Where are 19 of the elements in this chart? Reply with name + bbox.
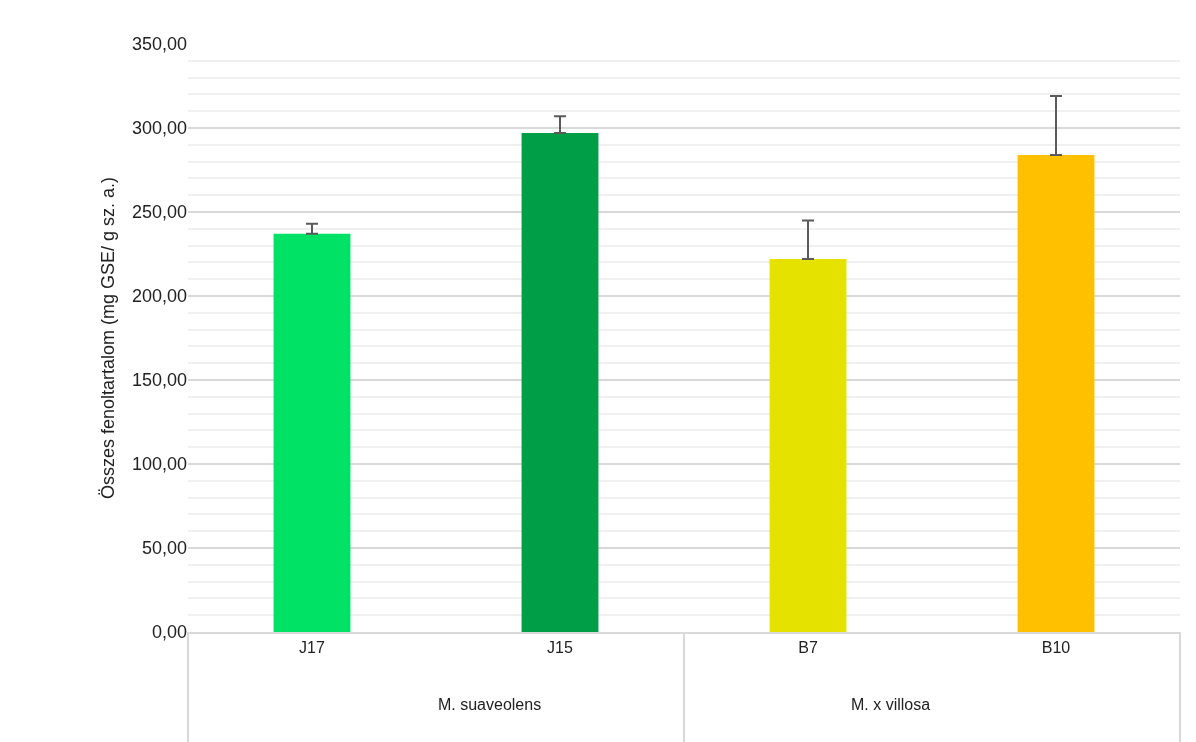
bar: [521, 133, 599, 632]
text: M. suaveolens: [438, 696, 542, 713]
x-tick-label: B10: [1041, 639, 1071, 657]
bar: [1017, 154, 1095, 632]
x-tick-label: B7: [798, 639, 818, 657]
bar: [769, 259, 847, 632]
y-tick-label: 150,00: [131, 370, 187, 391]
y-tick-label: 0,00: [151, 622, 187, 643]
y-tick-label: 100,00: [131, 454, 187, 475]
y-tick-label: 350,00: [131, 34, 187, 55]
bar: [273, 233, 351, 632]
y-tick-label: 250,00: [131, 202, 187, 223]
y-tick-label: 50,00: [141, 538, 187, 559]
y-tick-label: 300,00: [131, 118, 187, 139]
x-tick-label: J17: [299, 639, 325, 657]
x-tick-label: J15: [547, 639, 573, 657]
y-axis-title: Összes fenoltartalom (mg GSE/ g sz. a.): [98, 176, 119, 500]
y-tick-label: 200,00: [131, 286, 187, 307]
text: M. x villosa: [851, 696, 931, 713]
